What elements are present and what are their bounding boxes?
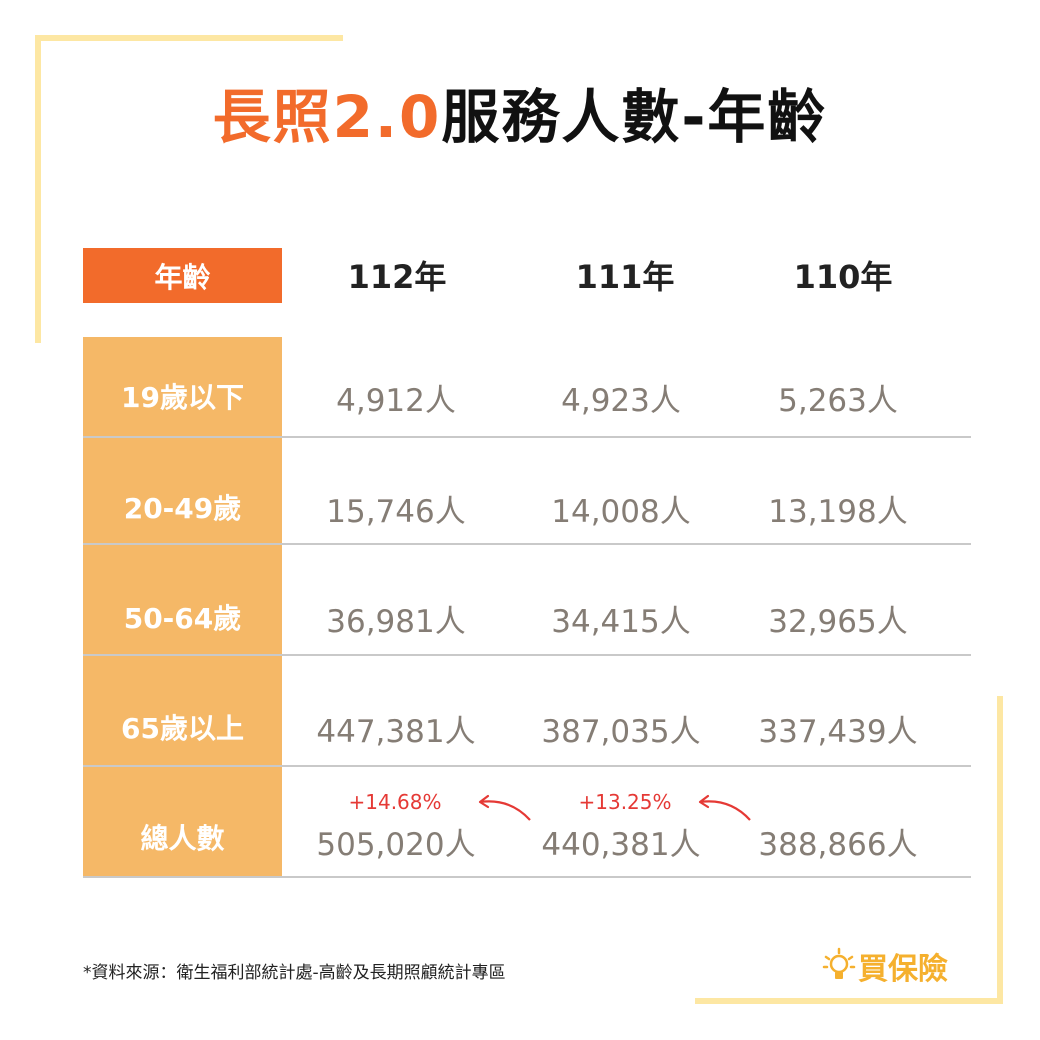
frame-bottom-right-horizontal <box>695 998 1003 1004</box>
row-divider <box>83 765 971 767</box>
title-main: 服務人數-年齡 <box>441 83 828 151</box>
cell-50-64-110: 32,965人 <box>768 604 908 640</box>
row-divider <box>83 543 971 545</box>
row-label-under-19: 19歲以下 <box>121 381 244 414</box>
row-label-50-64: 50-64歲 <box>123 602 242 635</box>
year-header-111: 111年 <box>575 258 675 296</box>
cell-total-110: 388,866人 <box>758 827 918 863</box>
frame-bottom-right-vertical <box>997 696 1003 1004</box>
brand-logo: 買保險 <box>822 944 948 988</box>
frame-top-left-vertical <box>35 35 41 343</box>
cell-50-64-112: 36,981人 <box>326 604 466 640</box>
cell-over-65-111: 387,035人 <box>541 714 701 750</box>
growth-arrow-icon <box>478 794 531 821</box>
title-accent: 長照2.0 <box>212 83 442 151</box>
lightbulb-icon <box>822 947 856 979</box>
page-title: 長照2.0服務人數-年齡 <box>0 70 1040 154</box>
row-label-20-49: 20-49歲 <box>123 492 242 525</box>
cell-20-49-111: 14,008人 <box>551 494 691 530</box>
cell-50-64-111: 34,415人 <box>551 604 691 640</box>
age-column-header: 年齡 <box>83 248 282 303</box>
row-label-total: 總人數 <box>140 822 225 855</box>
source-note: *資料來源：衛生福利部統計處-高齡及長期照顧統計專區 <box>83 963 506 983</box>
cell-over-65-110: 337,439人 <box>758 714 918 750</box>
growth-arrow-icon <box>698 794 751 821</box>
cell-total-111: 440,381人 <box>541 827 701 863</box>
age-label-column <box>83 337 282 877</box>
brand-name: 買保險 <box>858 952 948 987</box>
cell-under-19-112: 4,912人 <box>336 383 456 419</box>
row-label-over-65: 65歲以上 <box>121 712 244 745</box>
cell-under-19-111: 4,923人 <box>561 383 681 419</box>
cell-total-112: 505,020人 <box>316 827 476 863</box>
cell-under-19-110: 5,263人 <box>778 383 898 419</box>
row-divider <box>83 876 971 878</box>
row-divider <box>83 436 971 438</box>
cell-20-49-110: 13,198人 <box>768 494 908 530</box>
year-header-112: 112年 <box>347 258 447 296</box>
frame-top-left-horizontal <box>35 35 343 41</box>
cell-20-49-112: 15,746人 <box>326 494 466 530</box>
cell-over-65-112: 447,381人 <box>316 714 476 750</box>
row-divider <box>83 654 971 656</box>
growth-111: +13.25% <box>578 790 672 814</box>
year-header-110: 110年 <box>793 258 893 296</box>
growth-112: +14.68% <box>348 790 442 814</box>
